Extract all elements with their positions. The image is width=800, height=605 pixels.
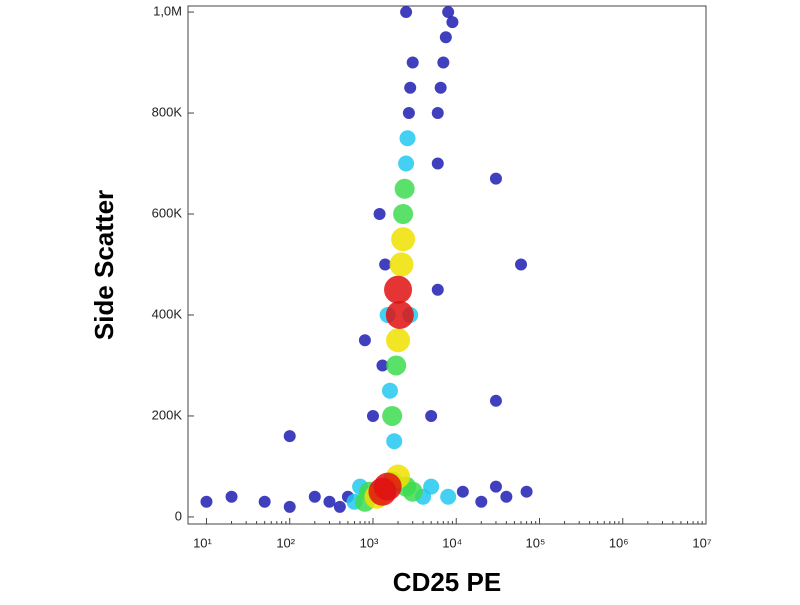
density-point [489, 394, 502, 407]
density-point [384, 275, 413, 304]
y-axis-title: Side Scatter [89, 190, 119, 340]
density-point [398, 155, 415, 172]
density-point [500, 490, 513, 503]
density-point [389, 252, 414, 277]
density-point [402, 481, 423, 502]
density-point [200, 495, 213, 508]
density-point [515, 258, 528, 271]
density-point [386, 433, 403, 450]
density-point [381, 382, 398, 399]
x-tick-label: 10⁴ [442, 535, 462, 550]
density-point [431, 107, 444, 120]
x-tick-label: 10² [276, 535, 295, 550]
density-point [399, 130, 416, 147]
density-point [391, 227, 416, 252]
density-point [394, 178, 415, 199]
density-point [520, 485, 533, 498]
y-tick-label: 400K [152, 306, 183, 321]
density-point [402, 107, 415, 120]
density-point [439, 31, 452, 44]
density-point [382, 405, 403, 426]
y-tick-label: 1,0M [153, 3, 182, 18]
density-point [283, 430, 296, 443]
density-point [431, 157, 444, 170]
x-tick-label: 10¹ [193, 535, 212, 550]
density-point [431, 283, 444, 296]
density-point [385, 300, 414, 329]
density-point [258, 495, 271, 508]
density-point [366, 409, 379, 422]
x-tick-label: 10⁶ [609, 535, 629, 550]
x-tick-label: 10⁷ [692, 535, 711, 550]
density-point [442, 6, 455, 19]
density-point [393, 204, 414, 225]
y-tick-label: 600K [152, 205, 183, 220]
density-point [373, 208, 386, 221]
plot-frame [187, 5, 707, 525]
density-point [489, 480, 502, 493]
density-point [475, 495, 488, 508]
density-point [225, 490, 238, 503]
density-point [376, 359, 389, 372]
density-point [437, 56, 450, 69]
density-point [434, 81, 447, 94]
density-point [308, 490, 321, 503]
density-point [283, 500, 296, 513]
density-point [368, 477, 397, 506]
density-point [400, 6, 413, 19]
density-point [386, 328, 411, 353]
y-tick-label: 800K [152, 104, 183, 119]
x-tick-label: 10³ [360, 535, 379, 550]
density-point [440, 488, 457, 505]
density-point [379, 258, 392, 271]
density-point [456, 485, 469, 498]
density-point [358, 334, 371, 347]
density-point [446, 16, 459, 29]
density-point [489, 172, 502, 185]
x-tick-label: 10⁵ [526, 535, 546, 550]
y-tick-label: 200K [152, 407, 183, 422]
density-point [423, 478, 440, 495]
density-point [406, 56, 419, 69]
x-axis-title: CD25 PE [393, 567, 501, 597]
y-tick-label: 0 [175, 508, 182, 523]
density-point [333, 500, 346, 513]
density-point [425, 409, 438, 422]
density-point [404, 81, 417, 94]
density-point [386, 355, 407, 376]
density-point [323, 495, 336, 508]
